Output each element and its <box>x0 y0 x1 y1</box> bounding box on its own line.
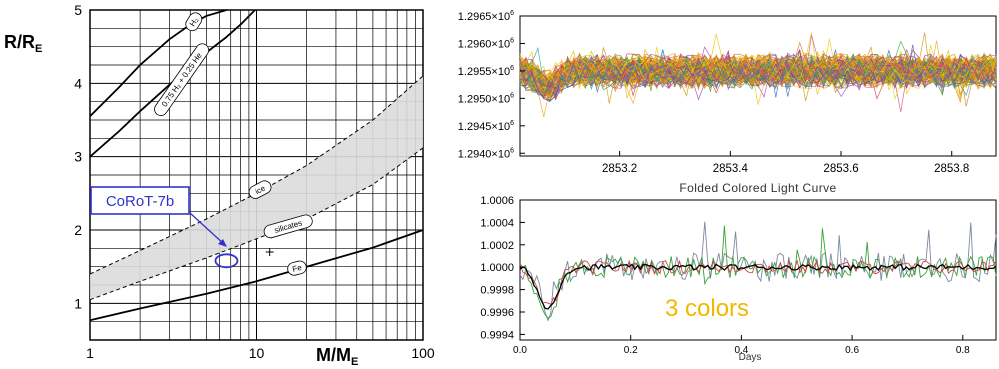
series-label-bubble <box>154 43 210 116</box>
series-label-text: Fe <box>291 263 303 274</box>
overlay-ticks: 2853.2 2853.4 2853.6 2853.8 1.2940×106 1.2945… <box>458 10 970 175</box>
mass-radius-ticks: 1 10 100 1 2 3 4 5 <box>74 2 435 361</box>
series-label-bubble <box>263 214 313 239</box>
x-tick-label: 1 <box>86 345 94 361</box>
x-tick-label: 0.6 <box>845 345 859 356</box>
days-axis-label: Days <box>739 352 762 363</box>
x-tick-label: 0.4 <box>734 345 748 356</box>
x-tick-label: 2853.6 <box>823 163 858 175</box>
callout-label: CoRoT-7b <box>106 193 174 210</box>
y-tick-label: 0.9994 <box>480 329 514 341</box>
ice-silicate-band <box>90 76 423 300</box>
y-tick-label: 1.2940×106 <box>458 147 514 160</box>
y-tick-label: 1 <box>74 295 82 311</box>
x-tick-label: 0.0 <box>513 345 527 356</box>
overlay-title: Folded Colored Light Curve <box>679 181 836 195</box>
y-tick-label: 1.2950×106 <box>458 92 514 105</box>
overlay-curve <box>519 52 997 88</box>
corot7b-callout: CoRoT-7b <box>90 186 227 247</box>
y-tick-label: 1.2965×106 <box>458 10 514 23</box>
series-line <box>89 9 227 117</box>
series-line <box>89 147 424 301</box>
corot7b-marks <box>214 248 274 269</box>
x-tick-label: 0.2 <box>624 345 638 356</box>
y-tick-label: 1.2960×106 <box>458 37 514 50</box>
corot7b-ellipse <box>214 253 239 269</box>
x-axis-title: M/ME <box>316 345 358 368</box>
x-tick-label: 100 <box>411 345 435 361</box>
three-colors-panel: 0.0 0.2 0.4 0.6 0.8 0.9994 0.9996 0.9998 1.0000 1… <box>480 195 997 363</box>
color-curve <box>519 259 997 305</box>
series-label: silicates <box>263 214 313 239</box>
color-curve <box>519 225 997 319</box>
y-tick-label: 1.0002 <box>480 240 514 252</box>
series-label-text: H₂ <box>188 16 200 28</box>
y-tick-label: 5 <box>74 2 82 18</box>
series-label: H₂ <box>185 12 203 32</box>
callout-box <box>90 186 190 215</box>
three-colors-annotation: 3 colors <box>665 295 749 322</box>
series-label-text: ice <box>254 183 268 196</box>
y-tick-label: 3 <box>74 149 82 165</box>
three-colors-frame <box>519 199 997 341</box>
x-tick-label: 2853.8 <box>934 163 969 175</box>
y-tick-label: 1.0006 <box>480 195 514 207</box>
series-label: Fe <box>287 260 307 276</box>
overlay-curve <box>519 55 997 92</box>
series-label-bubble <box>287 260 307 276</box>
three-colors-ticks: 0.0 0.2 0.4 0.6 0.8 0.9994 0.9996 0.9998 1.0000 1… <box>480 195 970 356</box>
callout-arrow <box>189 212 226 246</box>
x-tick-label: 2853.2 <box>602 163 637 175</box>
series-label-bubble <box>248 180 272 199</box>
series-line <box>89 229 424 322</box>
overlay-curve <box>519 35 997 93</box>
y-tick-label: 2 <box>74 222 82 238</box>
y-tick-label: 1.2945×106 <box>458 120 514 133</box>
y-tick-label: 0.9996 <box>480 307 514 319</box>
light-curve-overlay-panel: 2853.2 2853.4 2853.6 2853.8 1.2940×106 1.2945… <box>458 10 997 195</box>
y-tick-label: 1.2955×106 <box>458 65 514 78</box>
y-tick-label: 1.0000 <box>480 262 514 274</box>
overlay-curves <box>519 32 997 118</box>
ice-silicate-band-fill <box>90 76 423 300</box>
y-tick-label: 4 <box>74 75 82 91</box>
callout-arrowhead <box>218 239 227 247</box>
series-label: ice <box>248 180 272 199</box>
y-tick-label: 1.0004 <box>480 217 514 229</box>
series-label-bubble <box>185 12 203 32</box>
x-tick-label: 10 <box>249 345 265 361</box>
overlay-curve <box>519 60 997 96</box>
x-tick-label: 2853.4 <box>713 163 749 175</box>
overlay-curve <box>519 58 997 97</box>
x-tick-label: 0.8 <box>956 345 970 356</box>
y-axis-title: R/RE <box>4 32 42 55</box>
three-colors-curves <box>519 221 997 322</box>
color-curve <box>519 263 997 310</box>
y-tick-label: 0.9998 <box>480 285 514 297</box>
